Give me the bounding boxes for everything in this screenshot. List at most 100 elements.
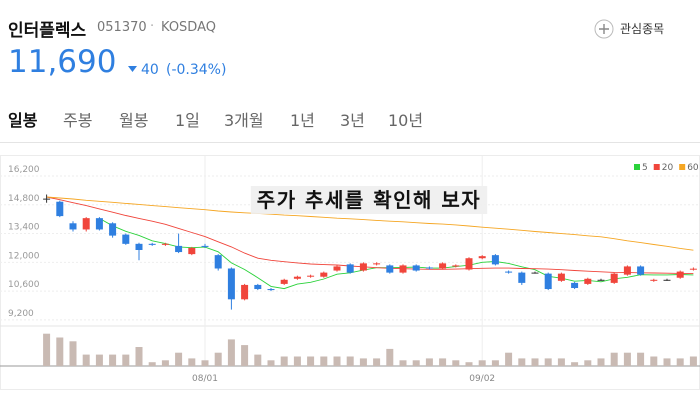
moving-average-line	[46, 196, 694, 274]
candle-body	[320, 272, 328, 277]
candle-body	[43, 198, 51, 200]
candle-body	[333, 266, 341, 271]
volume-bar	[188, 358, 196, 366]
candle-body	[544, 273, 552, 290]
volume-bar	[465, 362, 473, 366]
candle-body	[623, 266, 631, 275]
candle-body	[689, 268, 697, 270]
watchlist-button[interactable]: 관심종목	[620, 22, 665, 36]
add-icon[interactable]	[594, 19, 614, 39]
candle-body	[373, 263, 381, 265]
volume-bar	[505, 352, 513, 366]
legend-swatch	[679, 164, 686, 170]
y-tick-label: 14,800	[8, 194, 40, 204]
candle-body	[412, 265, 420, 271]
candle-body	[161, 243, 169, 245]
period-tab[interactable]: 주봉	[63, 111, 93, 130]
volume-bar	[637, 352, 645, 366]
market: KOSDAQ	[161, 20, 216, 35]
volume-bar	[584, 360, 592, 366]
candle-body	[214, 255, 222, 269]
volume-bar	[56, 337, 64, 366]
volume-bar	[399, 360, 407, 366]
volume-bar	[280, 356, 288, 366]
volume-bar	[610, 352, 618, 366]
candle-body	[56, 201, 64, 217]
legend-swatch	[634, 164, 640, 170]
candle-body	[425, 267, 433, 269]
volume-bar	[175, 352, 183, 366]
down-arrow	[128, 66, 137, 72]
x-tick-label: 08/01	[192, 374, 218, 384]
candle-body	[346, 264, 354, 273]
y-tick-label: 10,600	[8, 280, 40, 290]
moving-average-line	[46, 196, 694, 251]
volume-bar	[425, 358, 433, 366]
candle-body	[227, 268, 235, 300]
volume-bar	[333, 356, 341, 366]
candle-body	[584, 278, 592, 284]
candle-body	[491, 255, 499, 265]
volume-bar	[623, 352, 631, 366]
candle-body	[175, 245, 183, 253]
candle-body	[254, 284, 262, 290]
volume-bar	[689, 356, 697, 366]
volume-bar	[412, 360, 420, 366]
candle-body	[399, 265, 407, 273]
change-percent: (-0.34%)	[166, 62, 227, 78]
candle-body	[201, 245, 209, 247]
legend-label: 20	[662, 163, 674, 173]
volume-bar	[544, 358, 552, 366]
volume-bar	[43, 333, 51, 366]
volume-bar	[148, 362, 156, 366]
candle-body	[95, 218, 103, 230]
volume-bar	[161, 360, 169, 366]
volume-bar	[214, 352, 222, 366]
volume-bar	[69, 341, 77, 366]
volume-bar	[241, 345, 249, 366]
volume-bar	[597, 358, 605, 366]
period-tab[interactable]: 일봉	[8, 111, 38, 130]
volume-bar	[478, 360, 486, 366]
change: 40	[141, 62, 159, 78]
candle-body	[148, 243, 156, 245]
period-tab[interactable]: 1년	[290, 111, 315, 130]
volume-bar	[307, 356, 315, 366]
volume-bar	[676, 358, 684, 366]
period-tab[interactable]: 월봉	[119, 111, 149, 130]
candle-body	[122, 234, 130, 244]
volume-bar	[82, 354, 90, 366]
candle-body	[359, 263, 367, 271]
volume-bar	[227, 339, 235, 366]
candle-body	[663, 279, 671, 281]
volume-bar	[452, 360, 460, 366]
period-tab[interactable]: 10년	[388, 111, 424, 130]
candle-body	[82, 218, 90, 230]
stock-name: 인터플렉스	[8, 21, 87, 41]
candle-body	[505, 271, 513, 273]
candle-body	[386, 265, 394, 273]
volume-bar	[359, 358, 367, 366]
volume-bar	[650, 356, 658, 366]
legend-swatch	[653, 164, 660, 170]
candle-body	[610, 273, 618, 283]
period-tab[interactable]: 1일	[175, 111, 200, 130]
candle-body	[571, 282, 579, 289]
y-tick-label: 9,200	[8, 309, 34, 319]
volume-bar	[663, 358, 671, 366]
period-tab[interactable]: 3개월	[224, 111, 264, 130]
candle-body	[650, 279, 658, 281]
volume-bar	[320, 356, 328, 366]
y-tick-label: 12,000	[8, 251, 40, 261]
volume-bar	[109, 354, 117, 366]
annotation: 주가 추세를 확인해 보자	[257, 188, 481, 212]
period-tab[interactable]: 3년	[340, 111, 365, 130]
candle-body	[267, 289, 275, 291]
volume-bar	[531, 358, 539, 366]
candle-body	[676, 271, 684, 278]
candle-body	[452, 265, 460, 267]
price: 11,690	[8, 44, 117, 80]
volume-bar	[201, 360, 209, 366]
